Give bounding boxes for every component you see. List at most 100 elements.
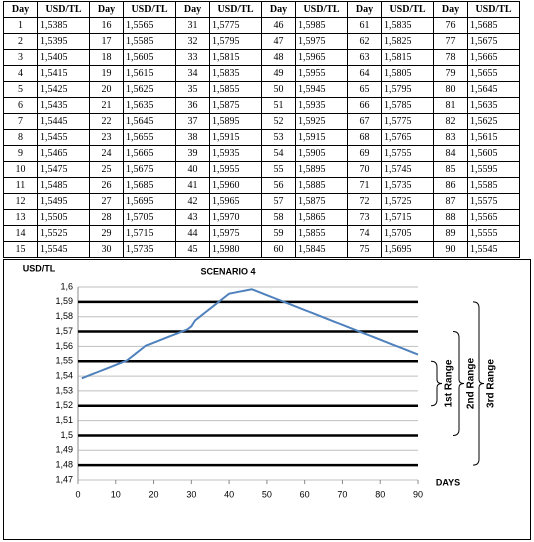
table-cell: 57	[261, 193, 296, 210]
table-cell: 36	[175, 97, 210, 114]
table-cell: 42	[175, 193, 210, 210]
table-cell: 45	[175, 241, 210, 258]
table-cell: 1,5855	[209, 81, 262, 98]
table-cell: 1,5985	[295, 17, 348, 34]
table-row: 13 1,5505 28 1,5705 43 1,5970 58 1,5865 73 1,5715…	[3, 209, 520, 226]
table-cell: 1	[3, 17, 38, 34]
table-row: 9 1,5465 24 1,5665 39 1,5935 54 1,5905 69 1,5755 8…	[3, 145, 520, 162]
table-cell: 1,5915	[295, 129, 348, 146]
table-cell: 1,5795	[381, 81, 434, 98]
table-row: 1 1,5385 16 1,5565 31 1,5775 46 1,5985 61 1,5835 7…	[3, 17, 520, 34]
x-tick-label: 60	[300, 489, 310, 499]
table-cell: 1,5975	[209, 225, 262, 242]
table-row: 3 1,5405 18 1,5605 33 1,5815 48 1,5965 63 1,5815 7…	[3, 49, 520, 66]
table-cell: 13	[3, 209, 38, 226]
table-cell: 1,5575	[467, 193, 520, 210]
table-cell: 6	[3, 97, 38, 114]
table-cell: 14	[3, 225, 38, 242]
table-cell: 31	[175, 17, 210, 34]
table-row: 4 1,5415 19 1,5615 34 1,5835 49 1,5955 64 1,5805 7…	[3, 65, 520, 82]
table-cell: 1,5735	[381, 177, 434, 194]
table-cell: 1,5895	[209, 113, 262, 130]
table-cell: 75	[347, 241, 382, 258]
table-cell: 1,5955	[209, 161, 262, 178]
table-cell: 56	[261, 177, 296, 194]
table-cell: 1,5485	[37, 177, 90, 194]
table-cell: 5	[3, 81, 38, 98]
table-cell: 88	[433, 209, 468, 226]
table-cell: 53	[261, 129, 296, 146]
y-tick-label: 1,56	[55, 341, 73, 351]
table-cell: 1,5705	[381, 225, 434, 242]
table-cell: 1,5655	[123, 129, 176, 146]
table-cell: 24	[89, 145, 124, 162]
table-cell: 1,5705	[123, 209, 176, 226]
table-cell: 8	[3, 129, 38, 146]
table-cell: 40	[175, 161, 210, 178]
table-cell: 1,5735	[123, 241, 176, 258]
table-cell: 77	[433, 33, 468, 50]
table-cell: 32	[175, 33, 210, 50]
table-row: 7 1,5445 22 1,5645 37 1,5895 52 1,5925 67 1,5775 8…	[3, 113, 520, 130]
table-cell: 1,5715	[381, 209, 434, 226]
x-tick-label: 50	[262, 489, 272, 499]
table-cell: 19	[89, 65, 124, 82]
table-cell: 1,5545	[467, 241, 520, 258]
table-cell: 49	[261, 65, 296, 82]
table-cell: 1,5475	[37, 161, 90, 178]
table-cell: 1,5605	[123, 49, 176, 66]
table-cell: 1,5970	[209, 209, 262, 226]
table-cell: 86	[433, 177, 468, 194]
table-cell: 1,5635	[467, 97, 520, 114]
table-cell: 1,5675	[123, 161, 176, 178]
table-cell: 1,5875	[295, 193, 348, 210]
x-tick-label: 80	[375, 489, 385, 499]
table-cell: 22	[89, 113, 124, 130]
x-tick-label: 40	[224, 489, 234, 499]
header-cell: USD/TL	[381, 1, 434, 18]
header-cell: Day	[89, 1, 124, 18]
table-cell: 33	[175, 49, 210, 66]
table-cell: 1,5825	[381, 33, 434, 50]
table-row: 14 1,5525 29 1,5715 44 1,5975 59 1,5855 74 1,5705…	[3, 225, 520, 242]
table-cell: 1,5565	[467, 209, 520, 226]
table-cell: 1,5695	[123, 193, 176, 210]
table-cell: 59	[261, 225, 296, 242]
table-cell: 83	[433, 129, 468, 146]
table-cell: 1,5965	[209, 193, 262, 210]
table-cell: 1,5755	[381, 145, 434, 162]
table-cell: 15	[3, 241, 38, 258]
table-cell: 50	[261, 81, 296, 98]
chart-title: SCENARIO 4	[200, 266, 255, 276]
table-cell: 1,5555	[467, 225, 520, 242]
table-cell: 1,5895	[295, 161, 348, 178]
rate-table: Day USD/TL Day USD/TL Day USD/TL Day USD/TL Day U…	[3, 1, 520, 258]
table-cell: 1,5665	[467, 49, 520, 66]
header-cell: Day	[261, 1, 296, 18]
table-cell: 46	[261, 17, 296, 34]
table-cell: 65	[347, 81, 382, 98]
table-cell: 34	[175, 65, 210, 82]
table-cell: 63	[347, 49, 382, 66]
table-cell: 1,5815	[209, 49, 262, 66]
table-cell: 1,5625	[123, 81, 176, 98]
table-cell: 48	[261, 49, 296, 66]
table-cell: 76	[433, 17, 468, 34]
table-cell: 55	[261, 161, 296, 178]
table-cell: 25	[89, 161, 124, 178]
x-axis-label: DAYS	[436, 477, 460, 487]
table-cell: 11	[3, 177, 38, 194]
table-cell: 35	[175, 81, 210, 98]
table-cell: 1,5415	[37, 65, 90, 82]
table-cell: 1,5935	[209, 145, 262, 162]
table-cell: 1,5835	[209, 65, 262, 82]
table-cell: 54	[261, 145, 296, 162]
table-cell: 1,5445	[37, 113, 90, 130]
table-cell: 1,5595	[467, 161, 520, 178]
chart: SCENARIO 4 USD/TL DAYS 1,47 1,48 1,49 1,5 1,…	[3, 259, 531, 540]
range-bracket	[472, 301, 485, 466]
table-cell: 1,5645	[467, 81, 520, 98]
table-cell: 20	[89, 81, 124, 98]
y-tick-label: 1,51	[55, 415, 73, 425]
table-cell: 1,5435	[37, 97, 90, 114]
